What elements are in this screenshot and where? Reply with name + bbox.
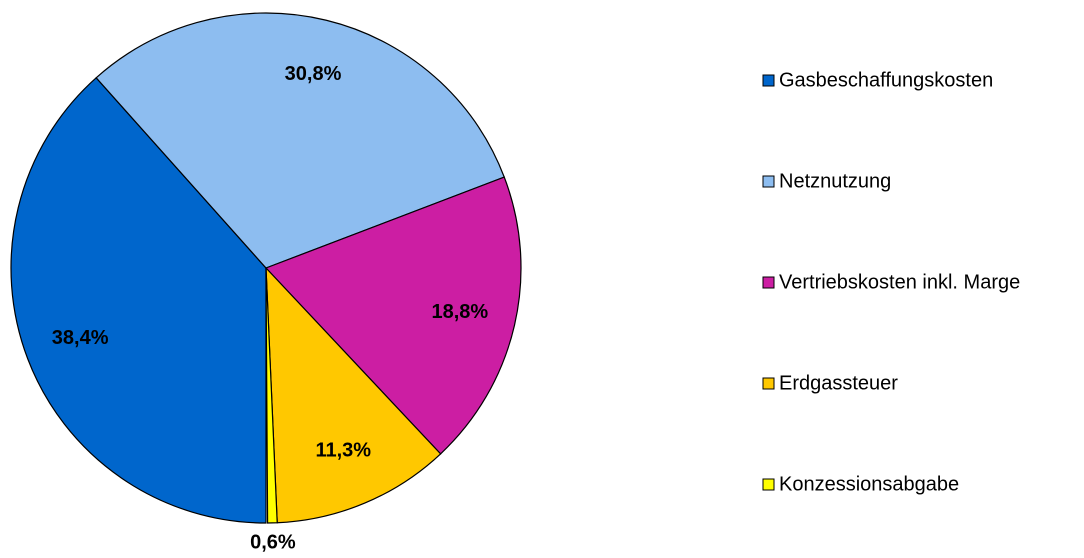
- legend-swatch: [762, 175, 775, 188]
- data-label: 11,3%: [315, 440, 371, 462]
- pie-slice: [10, 76, 267, 524]
- data-label: 38,4%: [52, 327, 109, 349]
- legend-swatch: [762, 377, 775, 390]
- legend-label: Gasbeschaffungskosten: [779, 69, 993, 91]
- legend-swatch: [762, 478, 775, 491]
- data-label: 18,8%: [431, 301, 488, 323]
- legend-label: Erdgassteuer: [779, 372, 898, 394]
- pie-slice: [265, 267, 278, 524]
- pie-slice: [264, 176, 522, 455]
- legend-swatch: [762, 276, 775, 289]
- pie-slice: [95, 12, 506, 269]
- data-label: 0,6%: [250, 532, 296, 554]
- data-label: 30,8%: [285, 63, 342, 85]
- legend-label: Konzessionsabgabe: [779, 473, 959, 495]
- pie-slice: [265, 266, 442, 524]
- legend-label: Netznutzung: [779, 170, 891, 192]
- legend-label: Vertriebskosten inkl. Marge: [779, 271, 1020, 293]
- legend-swatch: [762, 74, 775, 87]
